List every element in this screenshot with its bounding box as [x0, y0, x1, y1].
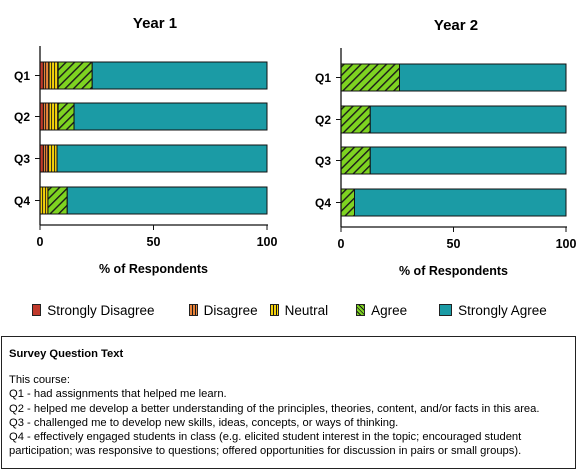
survey-question-box: Survey Question Text This course: Q1 - h… — [1, 336, 576, 469]
bar-segment-q2-disagree — [42, 102, 50, 131]
category-label-q2: Q2 — [315, 113, 331, 127]
chart-title: Year 2 — [434, 17, 478, 34]
legend: Strongly Disagree Disagree Neutral Agree Str… — [0, 298, 579, 322]
bar-segment-q4-strongly-agree — [354, 188, 567, 217]
category-label-q3: Q3 — [315, 154, 331, 168]
category-label-q4: Q4 — [315, 196, 331, 210]
survey-line-q4: Q4 - effectively engaged students in cla… — [9, 431, 522, 458]
bar-segment-q4-agree — [340, 188, 355, 217]
bar-segment-q3-strongly-agree — [56, 144, 268, 173]
legend-item-strongly-agree: Strongly Agree — [439, 303, 547, 318]
bar-segment-q1-agree — [57, 61, 93, 90]
legend-item-strongly-disagree: Strongly Disagree — [32, 302, 155, 318]
bar-segment-q4-neutral — [39, 186, 49, 215]
legend-item-agree: Agree — [356, 303, 407, 318]
bar-segment-q2-strongly-agree — [73, 102, 268, 131]
bar-segment-q3-strongly-agree — [369, 146, 567, 175]
chart-2: Year 2 Q1 Q2 Q3 Q4 0 50 100 % of Respondents — [315, 17, 576, 278]
category-label-q2: Q2 — [14, 110, 30, 124]
survey-title: Survey Question Text — [9, 348, 124, 360]
x-axis-label: % of Respondents — [99, 262, 208, 276]
chart-title: Year 1 — [133, 15, 177, 32]
bar-segment-q1-agree — [340, 63, 400, 92]
bar-segment-q3-disagree — [42, 144, 49, 173]
bar-segment-q1-disagree — [42, 61, 50, 90]
survey-line-q1: Q1 - had assignments that helped me lear… — [9, 388, 227, 401]
category-label-q1: Q1 — [315, 71, 331, 85]
x-tick-label: 100 — [556, 237, 577, 251]
legend-label: Agree — [371, 302, 408, 318]
x-axis-label: % of Respondents — [399, 264, 508, 278]
category-label-q1: Q1 — [14, 69, 30, 83]
legend-label: Disagree — [203, 302, 258, 318]
bar-segment-q3-agree — [340, 146, 371, 175]
x-tick-label: 0 — [37, 235, 44, 249]
survey-line-intro: This course: — [9, 374, 70, 387]
bar-segment-q4-strongly-agree — [66, 186, 268, 215]
bar-segment-q2-agree — [340, 105, 371, 134]
legend-swatch — [356, 304, 366, 316]
legend-label: Strongly Disagree — [47, 302, 155, 318]
bar-segment-q4-agree — [47, 186, 68, 215]
legend-swatch — [269, 304, 279, 316]
bar-segment-q2-strongly-agree — [369, 105, 567, 134]
survey-line-q2: Q2 - helped me develop a better understa… — [9, 402, 540, 415]
bar-segment-q1-strongly-agree — [399, 63, 567, 92]
x-tick-label: 50 — [147, 235, 161, 249]
x-tick-label: 50 — [447, 237, 461, 251]
legend-item-neutral: Neutral — [269, 302, 329, 318]
bar-segment-q3-neutral — [47, 144, 58, 173]
legend-swatch — [188, 304, 198, 316]
category-label-q3: Q3 — [14, 152, 30, 166]
legend-label: Strongly Agree — [458, 302, 547, 318]
legend-swatch — [439, 304, 453, 316]
bar-segment-q2-agree — [57, 102, 75, 131]
category-label-q4: Q4 — [14, 194, 30, 208]
legend-label: Neutral — [284, 302, 329, 318]
legend-item-disagree: Disagree — [188, 302, 258, 318]
bar-segment-q2-neutral — [48, 102, 59, 131]
bar-segment-q1-strongly-agree — [91, 61, 268, 90]
legend-swatch — [32, 304, 42, 316]
x-tick-label: 0 — [338, 237, 345, 251]
chart-1: Year 1 Q1 Q2 Q3 Q4 0 50 100 % of Respondents — [14, 15, 277, 276]
x-tick-label: 100 — [257, 235, 278, 249]
bar-segment-q1-neutral — [48, 61, 59, 90]
survey-line-q3: Q3 - challenged me to develop new skills… — [9, 416, 399, 429]
